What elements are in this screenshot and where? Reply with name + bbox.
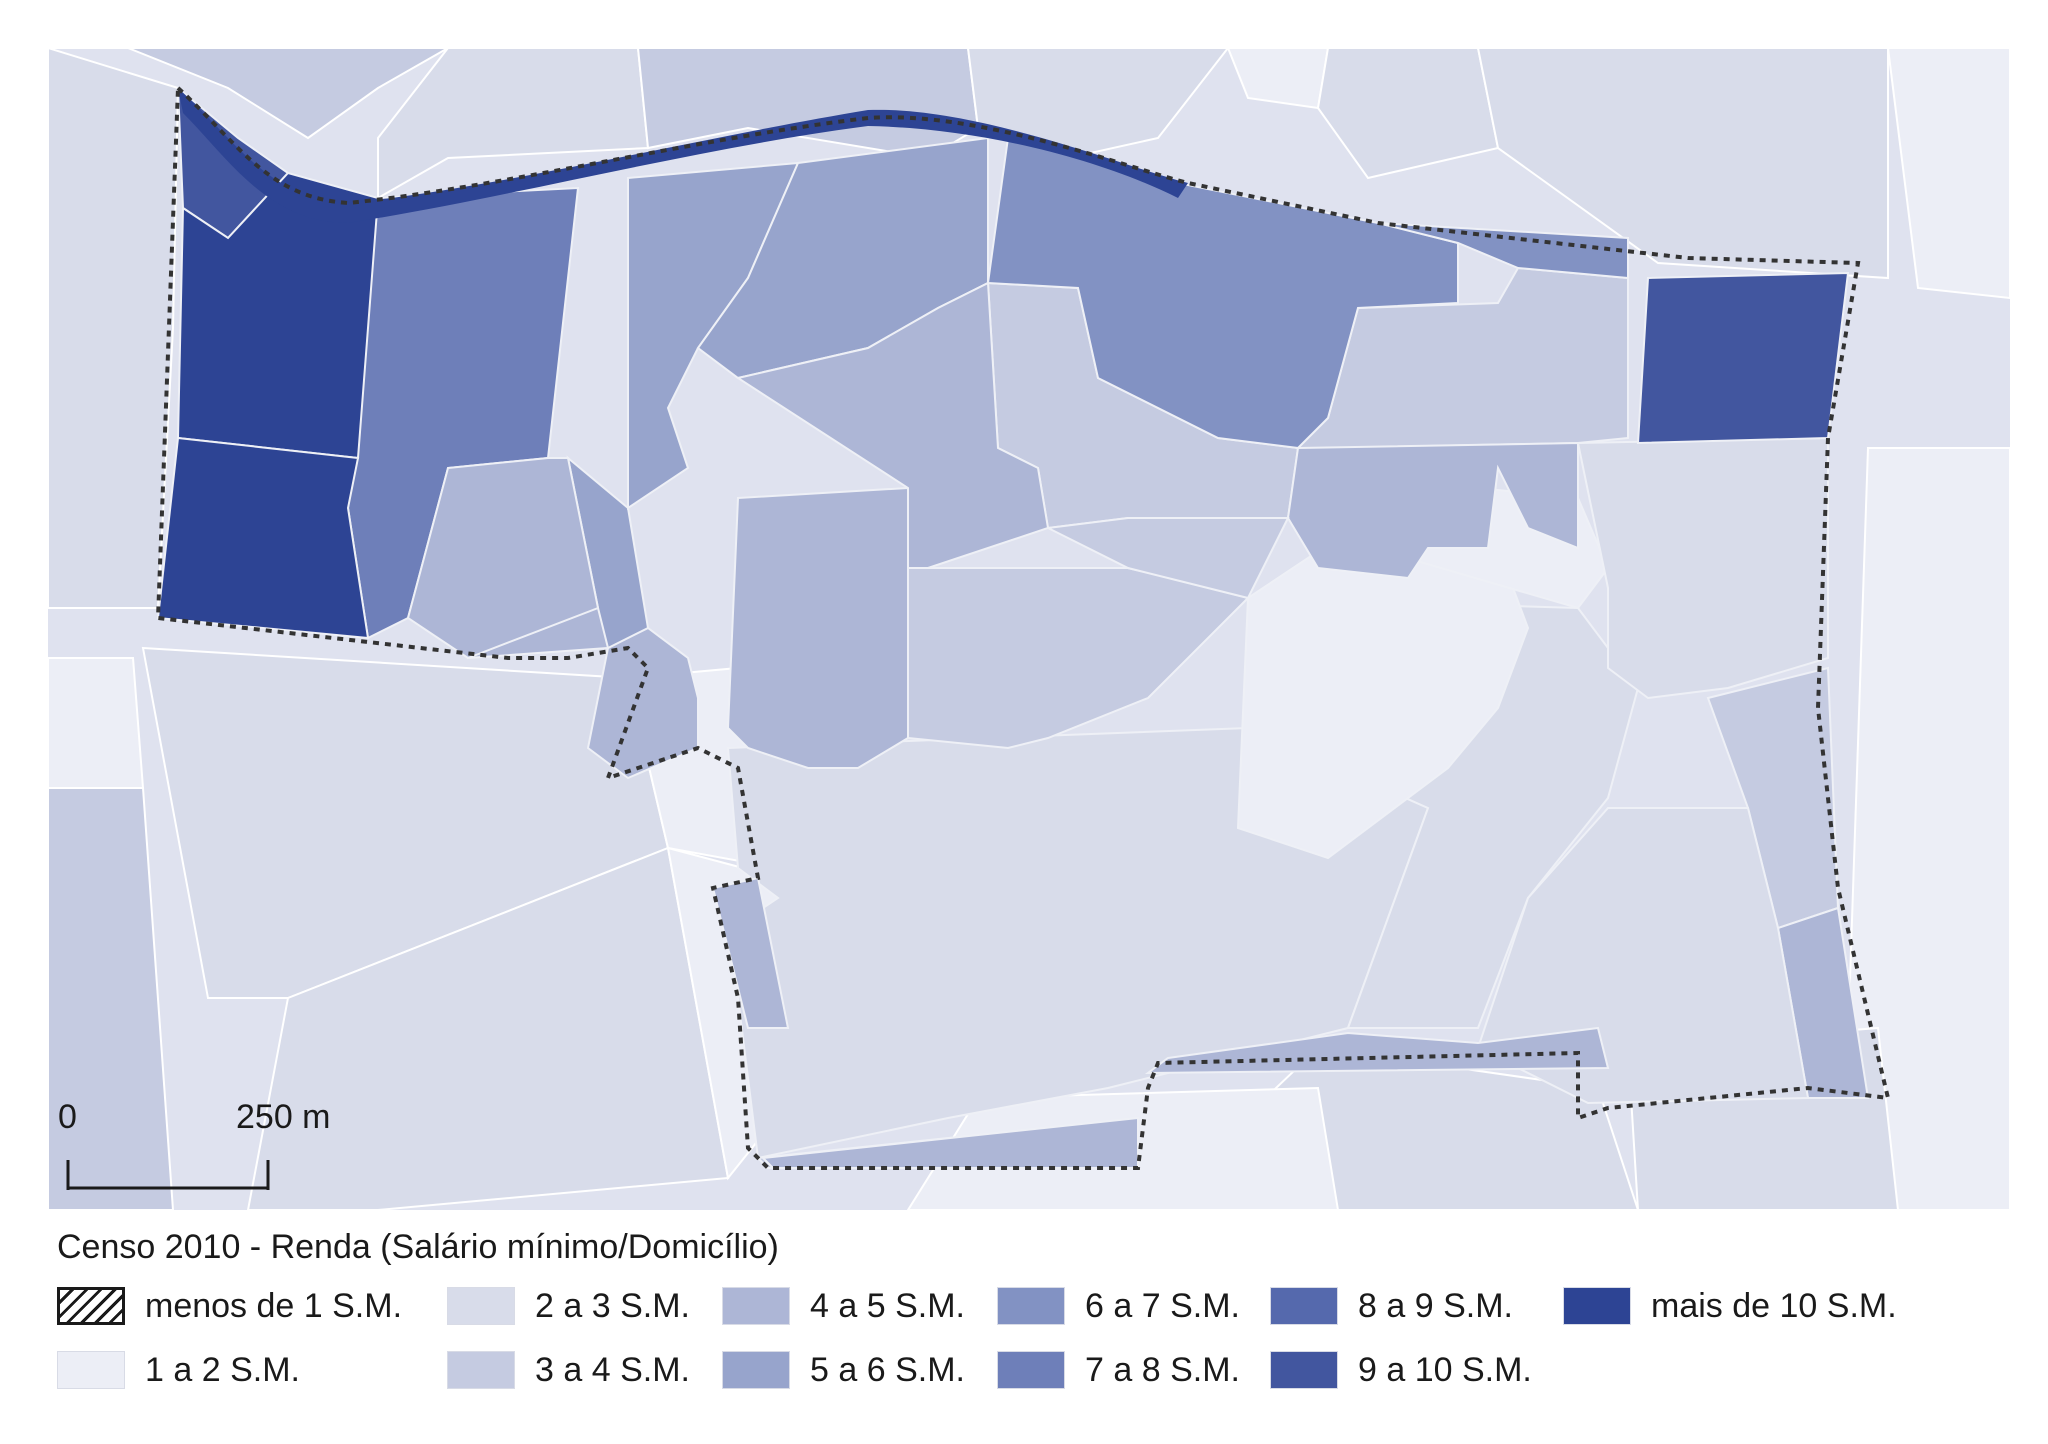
tract-outside bbox=[48, 657, 145, 789]
legend-item-7-a-8: 7 a 8 S.M. bbox=[997, 1348, 1240, 1392]
legend-label: 8 a 9 S.M. bbox=[1358, 1286, 1513, 1325]
tract-outside bbox=[1226, 48, 1330, 110]
legend-item-menos-de-1: menos de 1 S.M. bbox=[57, 1284, 402, 1328]
tract bbox=[406, 457, 600, 660]
legend-swatch bbox=[997, 1351, 1065, 1389]
study-area-boundary bbox=[155, 83, 1891, 1170]
tract-outside bbox=[48, 48, 451, 140]
legend-item-3-a-4: 3 a 4 S.M. bbox=[447, 1348, 690, 1392]
legend-swatch bbox=[997, 1287, 1065, 1325]
tract bbox=[1044, 517, 1290, 600]
legend-label: 4 a 5 S.M. bbox=[810, 1286, 965, 1325]
scale-bar bbox=[66, 1160, 270, 1190]
tract bbox=[726, 486, 909, 769]
tract-outside bbox=[966, 48, 1230, 160]
choropleth-map: 0 250 m bbox=[48, 48, 2010, 1210]
tract-outside bbox=[1886, 48, 2010, 300]
tract bbox=[1636, 271, 1850, 445]
scale-end-label: 250 m bbox=[236, 1098, 331, 1136]
legend-swatch bbox=[447, 1351, 515, 1389]
legend-label: 2 a 3 S.M. bbox=[535, 1286, 690, 1325]
tract bbox=[1377, 222, 1629, 280]
tract-outside bbox=[246, 846, 730, 1210]
legend-item-4-a-5: 4 a 5 S.M. bbox=[722, 1284, 965, 1328]
tract-outside bbox=[48, 787, 175, 1210]
tract bbox=[1286, 441, 1579, 580]
legend-swatch bbox=[1270, 1287, 1338, 1325]
legend-label: 9 a 10 S.M. bbox=[1358, 1350, 1532, 1389]
legend-swatch bbox=[57, 1351, 125, 1389]
tract-outside bbox=[636, 48, 980, 160]
legend-swatch bbox=[57, 1287, 125, 1325]
scale-start-label: 0 bbox=[58, 1098, 77, 1136]
legend-label: mais de 10 S.M. bbox=[1651, 1286, 1897, 1325]
legend-swatch bbox=[722, 1351, 790, 1389]
legend-label: 6 a 7 S.M. bbox=[1085, 1286, 1240, 1325]
tract-outside bbox=[1316, 48, 1500, 180]
legend-swatch bbox=[722, 1287, 790, 1325]
tract bbox=[156, 436, 370, 640]
legend-item-5-a-6: 5 a 6 S.M. bbox=[722, 1348, 965, 1392]
map-canvas bbox=[48, 48, 2010, 1210]
legend-label: menos de 1 S.M. bbox=[145, 1286, 403, 1325]
legend-label: 5 a 6 S.M. bbox=[810, 1350, 965, 1389]
study-area-tracts bbox=[156, 85, 1870, 1169]
legend-label: 1 a 2 S.M. bbox=[145, 1350, 300, 1389]
legend-item-mais-de-10: mais de 10 S.M. bbox=[1563, 1284, 1897, 1328]
tract bbox=[735, 281, 1050, 569]
legend-item-1-a-2: 1 a 2 S.M. bbox=[57, 1348, 300, 1392]
legend-swatch bbox=[1270, 1351, 1338, 1389]
legend-item-8-a-9: 8 a 9 S.M. bbox=[1270, 1284, 1513, 1328]
tract-outside bbox=[1476, 48, 1889, 280]
legend-swatch bbox=[1563, 1287, 1631, 1325]
tract-outside bbox=[377, 48, 650, 200]
tract bbox=[907, 567, 1250, 750]
tract bbox=[711, 876, 790, 1029]
tract bbox=[1576, 436, 1829, 700]
legend-item-2-a-3: 2 a 3 S.M. bbox=[447, 1284, 690, 1328]
legend-item-9-a-10: 9 a 10 S.M. bbox=[1270, 1348, 1532, 1392]
tract-outside bbox=[48, 48, 180, 609]
legend-label: 3 a 4 S.M. bbox=[535, 1350, 690, 1389]
legend-swatch bbox=[447, 1287, 515, 1325]
legend-item-6-a-7: 6 a 7 S.M. bbox=[997, 1284, 1240, 1328]
legend-label: 7 a 8 S.M. bbox=[1085, 1350, 1240, 1389]
legend-title: Censo 2010 - Renda (Salário mínimo/Domic… bbox=[57, 1228, 779, 1266]
